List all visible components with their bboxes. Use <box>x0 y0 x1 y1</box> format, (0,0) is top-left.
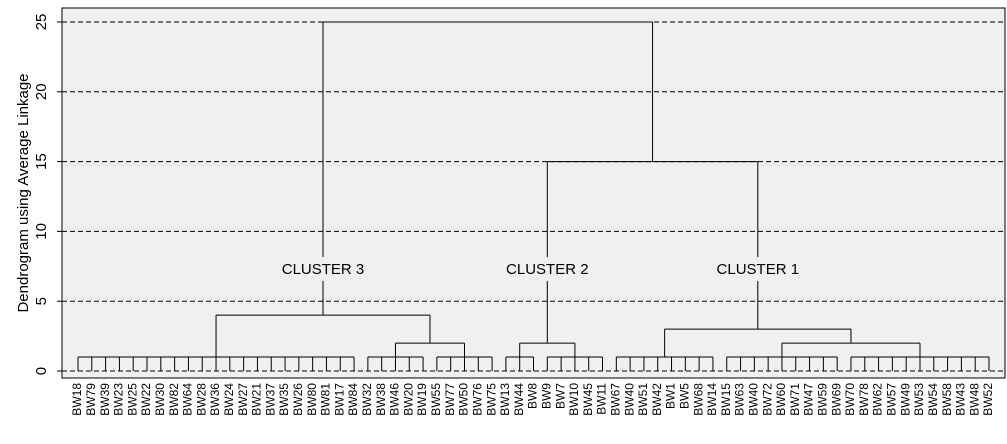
cluster-label: CLUSTER 2 <box>506 261 589 278</box>
leaf-label: BW25 <box>125 383 139 416</box>
leaf-label: BW35 <box>277 383 291 416</box>
leaf-label: BW68 <box>691 383 705 416</box>
leaf-label: BW46 <box>388 383 402 416</box>
leaf-label: BW54 <box>926 383 940 416</box>
leaf-label: BW38 <box>374 383 388 416</box>
leaf-label: BW24 <box>222 383 236 416</box>
leaf-label: BW52 <box>981 383 995 416</box>
y-tick-label: 5 <box>33 297 50 305</box>
leaf-label: BW58 <box>940 383 954 416</box>
leaf-label: BW76 <box>470 383 484 416</box>
leaf-label: BW70 <box>843 383 857 416</box>
leaf-label: BW78 <box>857 383 871 416</box>
leaf-label: BW62 <box>871 383 885 416</box>
leaf-label: BW59 <box>816 383 830 416</box>
leaf-label: BW10 <box>567 383 581 416</box>
leaf-label: BW27 <box>236 383 250 416</box>
leaf-label: BW8 <box>526 383 540 409</box>
leaf-label: BW84 <box>346 383 360 416</box>
y-axis-label: Dendrogram using Average Linkage <box>15 73 32 312</box>
leaf-label: BW40 <box>747 383 761 416</box>
leaf-label: BW17 <box>332 383 346 416</box>
leaf-label: BW11 <box>595 383 609 415</box>
leaf-label: BW53 <box>912 383 926 416</box>
leaf-label: BW23 <box>112 383 126 416</box>
leaf-label: BW67 <box>608 383 622 416</box>
leaf-label: BW9 <box>539 383 553 409</box>
leaf-label: BW64 <box>181 383 195 416</box>
leaf-label: BW60 <box>774 383 788 416</box>
leaf-label: BW69 <box>829 383 843 416</box>
leaf-label: BW37 <box>263 383 277 416</box>
leaf-label: BW20 <box>401 383 415 416</box>
leaf-label: BW79 <box>84 383 98 416</box>
leaf-label: BW71 <box>788 383 802 416</box>
leaf-label: BW1 <box>664 383 678 409</box>
leaf-label: BW40 <box>622 383 636 416</box>
leaf-label: BW43 <box>954 383 968 416</box>
leaf-label: BW7 <box>553 383 567 409</box>
leaf-label: BW26 <box>291 383 305 416</box>
leaf-label: BW28 <box>194 383 208 416</box>
leaf-label: BW39 <box>98 383 112 416</box>
leaf-label: BW77 <box>443 383 457 416</box>
cluster-label: CLUSTER 1 <box>717 261 800 278</box>
leaf-label: BW42 <box>650 383 664 416</box>
y-tick-label: 0 <box>33 367 50 375</box>
plot-area <box>61 7 1006 379</box>
leaf-label: BW14 <box>705 383 719 416</box>
y-tick-label: 15 <box>33 153 50 170</box>
leaf-label: BW55 <box>429 383 443 416</box>
leaf-label: BW36 <box>208 383 222 416</box>
y-tick-label: 25 <box>33 14 50 31</box>
leaf-label: BW81 <box>319 383 333 416</box>
leaf-label: BW47 <box>802 383 816 416</box>
leaf-label: BW72 <box>760 383 774 416</box>
leaf-label: BW50 <box>457 383 471 416</box>
leaf-label: BW57 <box>885 383 899 416</box>
leaf-label: BW44 <box>512 383 526 416</box>
y-tick-label: 20 <box>33 83 50 100</box>
leaf-label: BW45 <box>581 383 595 416</box>
leaf-label: BW82 <box>167 383 181 416</box>
leaf-label: BW48 <box>967 383 981 416</box>
cluster-label: CLUSTER 3 <box>282 261 365 278</box>
leaf-label: BW30 <box>153 383 167 416</box>
leaf-label: BW80 <box>305 383 319 416</box>
leaf-label: BW18 <box>70 383 84 416</box>
leaf-label: BW13 <box>498 383 512 416</box>
leaf-label: BW63 <box>733 383 747 416</box>
leaf-label: BW21 <box>250 383 264 416</box>
leaf-label: BW5 <box>678 383 692 409</box>
leaf-label: BW22 <box>139 383 153 416</box>
leaf-label: BW32 <box>360 383 374 416</box>
y-tick-label: 10 <box>33 223 50 240</box>
leaf-label: BW15 <box>719 383 733 416</box>
leaf-label: BW75 <box>484 383 498 416</box>
leaf-label: BW51 <box>636 383 650 416</box>
leaf-label: BW49 <box>898 383 912 416</box>
leaf-label: BW19 <box>415 383 429 416</box>
